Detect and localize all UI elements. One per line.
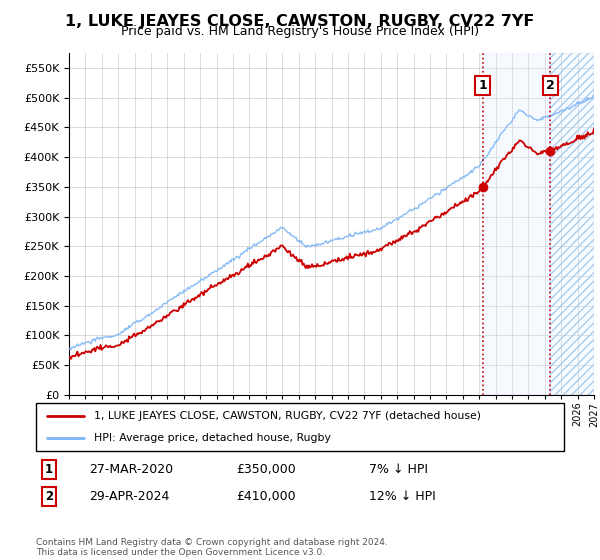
Text: 1, LUKE JEAYES CLOSE, CAWSTON, RUGBY, CV22 7YF: 1, LUKE JEAYES CLOSE, CAWSTON, RUGBY, CV… xyxy=(65,14,535,29)
Text: 2: 2 xyxy=(546,79,554,92)
Text: 1: 1 xyxy=(479,79,487,92)
Text: 7% ↓ HPI: 7% ↓ HPI xyxy=(368,463,428,476)
Text: 2: 2 xyxy=(45,490,53,503)
Text: HPI: Average price, detached house, Rugby: HPI: Average price, detached house, Rugb… xyxy=(94,433,331,443)
Text: 1: 1 xyxy=(45,463,53,476)
Text: £350,000: £350,000 xyxy=(236,463,296,476)
Bar xyxy=(483,53,550,395)
Bar xyxy=(550,53,594,395)
Text: Contains HM Land Registry data © Crown copyright and database right 2024.
This d: Contains HM Land Registry data © Crown c… xyxy=(36,538,388,557)
Text: 29-APR-2024: 29-APR-2024 xyxy=(89,490,169,503)
Text: 1, LUKE JEAYES CLOSE, CAWSTON, RUGBY, CV22 7YF (detached house): 1, LUKE JEAYES CLOSE, CAWSTON, RUGBY, CV… xyxy=(94,411,481,421)
Text: 27-MAR-2020: 27-MAR-2020 xyxy=(89,463,173,476)
Text: Price paid vs. HM Land Registry's House Price Index (HPI): Price paid vs. HM Land Registry's House … xyxy=(121,25,479,38)
Bar xyxy=(550,53,594,395)
Text: 12% ↓ HPI: 12% ↓ HPI xyxy=(368,490,436,503)
Text: £410,000: £410,000 xyxy=(236,490,296,503)
